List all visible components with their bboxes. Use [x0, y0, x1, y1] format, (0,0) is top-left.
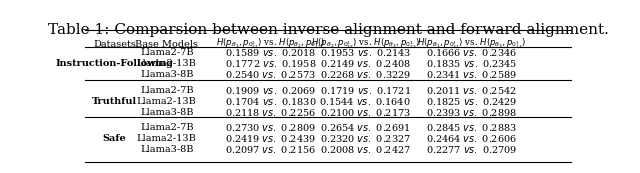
Text: Truthful: Truthful — [92, 97, 138, 106]
Text: 0.2341 $\mathit{vs.}$ 0.2589: 0.2341 $\mathit{vs.}$ 0.2589 — [426, 69, 517, 80]
Text: 0.1772 $\mathit{vs.}$ 0.1958: 0.1772 $\mathit{vs.}$ 0.1958 — [225, 58, 317, 69]
Text: 0.2149 $\mathit{vs.}$ 0.2408: 0.2149 $\mathit{vs.}$ 0.2408 — [319, 58, 411, 69]
Text: 0.1825 $\mathit{vs.}$ 0.2429: 0.1825 $\mathit{vs.}$ 0.2429 — [426, 96, 517, 107]
Text: 0.1953 $\mathit{vs.}$ 0.2143: 0.1953 $\mathit{vs.}$ 0.2143 — [319, 47, 411, 58]
Text: Datasets: Datasets — [93, 40, 136, 49]
Text: 0.1589 $\mathit{vs.}$ 0.2018: 0.1589 $\mathit{vs.}$ 0.2018 — [225, 47, 317, 58]
Text: 0.2845 $\mathit{vs.}$ 0.2883: 0.2845 $\mathit{vs.}$ 0.2883 — [426, 122, 517, 133]
Text: Llama2-7B: Llama2-7B — [140, 48, 194, 57]
Text: Llama3-8B: Llama3-8B — [140, 145, 193, 154]
Text: Llama2-13B: Llama2-13B — [137, 97, 196, 106]
Text: 0.2008 $\mathit{vs.}$ 0.2427: 0.2008 $\mathit{vs.}$ 0.2427 — [319, 144, 411, 155]
Text: 0.2118 $\mathit{vs.}$ 0.2256: 0.2118 $\mathit{vs.}$ 0.2256 — [225, 107, 317, 117]
Text: 0.2320 $\mathit{vs.}$ 0.2327: 0.2320 $\mathit{vs.}$ 0.2327 — [319, 133, 411, 144]
Text: 0.2011 $\mathit{vs.}$ 0.2542: 0.2011 $\mathit{vs.}$ 0.2542 — [426, 85, 517, 96]
Text: Base Models: Base Models — [135, 40, 198, 49]
Text: Safe: Safe — [103, 134, 127, 143]
Text: 0.2097 $\mathit{vs.}$ 0.2156: 0.2097 $\mathit{vs.}$ 0.2156 — [225, 144, 317, 155]
Text: 0.1544 $\mathit{vs.}$ 0.1640: 0.1544 $\mathit{vs.}$ 0.1640 — [319, 96, 411, 107]
Text: Table 1: Comparsion between inverse alignment and forward alignment.: Table 1: Comparsion between inverse alig… — [47, 23, 609, 37]
Text: 0.2654 $\mathit{vs.}$ 0.2691: 0.2654 $\mathit{vs.}$ 0.2691 — [320, 122, 410, 133]
Text: 0.2730 $\mathit{vs.}$ 0.2809: 0.2730 $\mathit{vs.}$ 0.2809 — [225, 122, 317, 133]
Text: 0.1704 $\mathit{vs.}$ 0.1830: 0.1704 $\mathit{vs.}$ 0.1830 — [225, 96, 317, 107]
Text: Llama2-7B: Llama2-7B — [140, 123, 194, 132]
Text: 0.2419 $\mathit{vs.}$ 0.2439: 0.2419 $\mathit{vs.}$ 0.2439 — [225, 133, 317, 144]
Text: 0.2277 $\mathit{vs.}$ 0.2709: 0.2277 $\mathit{vs.}$ 0.2709 — [426, 144, 517, 155]
Text: 0.2268 $\mathit{vs.}$ 0.3229: 0.2268 $\mathit{vs.}$ 0.3229 — [319, 69, 411, 80]
Text: Llama3-8B: Llama3-8B — [140, 107, 193, 116]
Text: Llama2-7B: Llama2-7B — [140, 86, 194, 95]
Text: Instruction-Following: Instruction-Following — [56, 59, 173, 68]
Text: 0.2540 $\mathit{vs.}$ 0.2573: 0.2540 $\mathit{vs.}$ 0.2573 — [225, 69, 316, 80]
Text: $H(p_{\theta_1},p_{0^{1}_{31}})$ vs. $H(p_{\theta_3},p_{0^{1}_{13}})$: $H(p_{\theta_1},p_{0^{1}_{31}})$ vs. $H(… — [417, 37, 526, 51]
Text: 0.2393 $\mathit{vs.}$ 0.2898: 0.2393 $\mathit{vs.}$ 0.2898 — [426, 107, 517, 117]
Text: 0.1835 $\mathit{vs.}$ 0.2345: 0.1835 $\mathit{vs.}$ 0.2345 — [426, 58, 518, 69]
Text: 0.1719 $\mathit{vs.}$ 0.1721: 0.1719 $\mathit{vs.}$ 0.1721 — [320, 85, 411, 96]
Text: Llama2-13B: Llama2-13B — [137, 59, 196, 68]
Text: $H(p_{\theta_2},p_{0^{1}_{32}})$ vs. $H(p_{\theta_3},p_{0^{1}_{23}})$: $H(p_{\theta_2},p_{0^{1}_{32}})$ vs. $H(… — [311, 37, 420, 51]
Text: $H(p_{\theta_1},p_{0^{1}_{21}})$ vs. $H(p_{\theta_2},p_{0^{1}_{12}})$: $H(p_{\theta_1},p_{0^{1}_{21}})$ vs. $H(… — [216, 37, 325, 51]
Text: 0.2464 $\mathit{vs.}$ 0.2606: 0.2464 $\mathit{vs.}$ 0.2606 — [426, 133, 517, 144]
Text: 0.1666 $\mathit{vs.}$ 0.2346: 0.1666 $\mathit{vs.}$ 0.2346 — [426, 47, 517, 58]
Text: Llama2-13B: Llama2-13B — [137, 134, 196, 143]
Text: Llama3-8B: Llama3-8B — [140, 70, 193, 79]
Text: 0.2100 $\mathit{vs.}$ 0.2173: 0.2100 $\mathit{vs.}$ 0.2173 — [319, 107, 411, 117]
Text: 0.1909 $\mathit{vs.}$ 0.2069: 0.1909 $\mathit{vs.}$ 0.2069 — [225, 85, 317, 96]
